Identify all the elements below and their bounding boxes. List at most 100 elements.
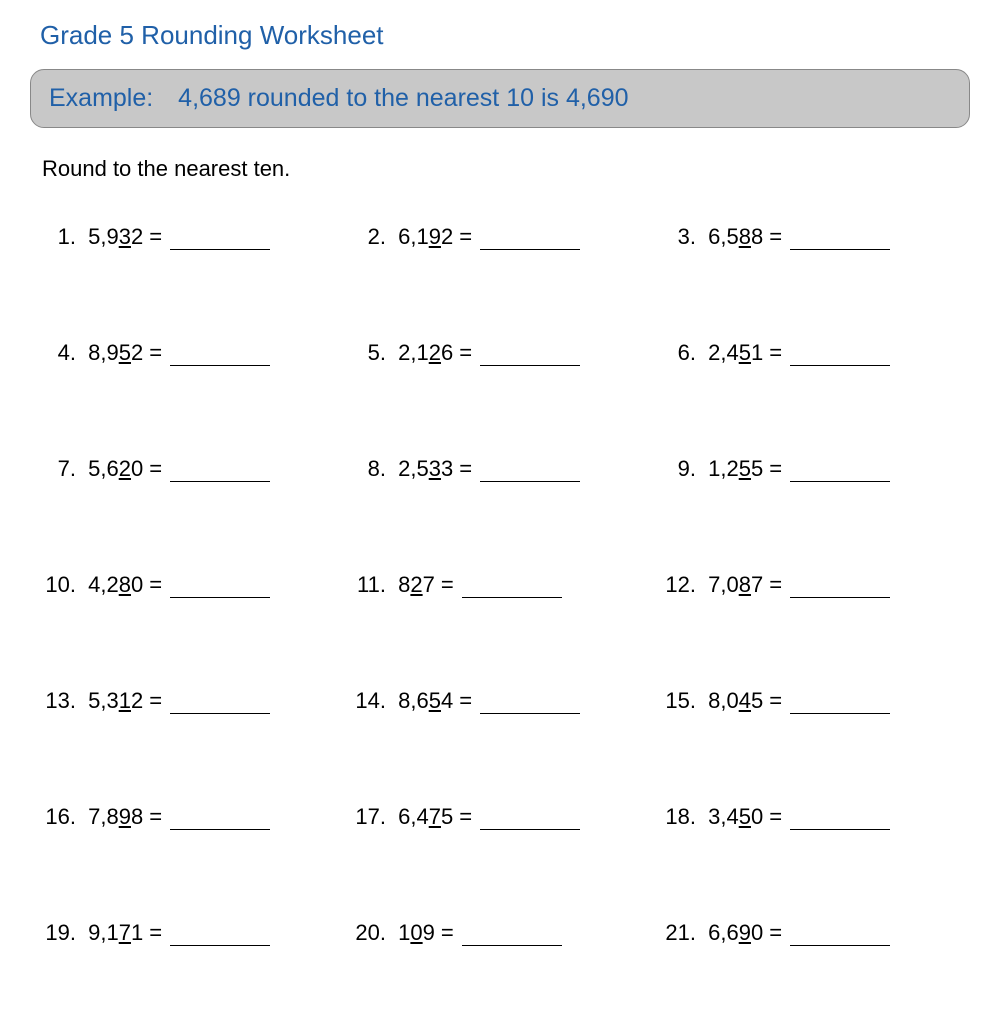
problem-value: 6,192 [398,224,453,250]
equals-sign: = [769,340,782,366]
problem-item: 9. 1,255 = [660,456,960,482]
problem-value: 2,451 [708,340,763,366]
problem-item: 10. 4,280 = [40,572,340,598]
problem-item: 18. 3,450 = [660,804,960,830]
answer-blank[interactable] [790,578,890,598]
answer-blank[interactable] [170,694,270,714]
answer-blank[interactable] [170,578,270,598]
worksheet-title: Grade 5 Rounding Worksheet [40,20,970,51]
equals-sign: = [149,572,162,598]
problem-value: 6,690 [708,920,763,946]
equals-sign: = [459,804,472,830]
equals-sign: = [459,456,472,482]
problem-number: 4. [40,340,76,366]
problem-value: 7,898 [88,804,143,830]
answer-blank[interactable] [790,346,890,366]
problem-number: 13. [40,688,76,714]
problem-value: 3,450 [708,804,763,830]
answer-blank[interactable] [790,810,890,830]
problem-item: 13. 5,312 = [40,688,340,714]
problem-item: 2. 6,192 = [350,224,650,250]
equals-sign: = [149,456,162,482]
answer-blank[interactable] [790,462,890,482]
answer-blank[interactable] [170,230,270,250]
problem-number: 8. [350,456,386,482]
problem-value: 5,932 [88,224,143,250]
problem-value: 8,654 [398,688,453,714]
answer-blank[interactable] [170,926,270,946]
answer-blank[interactable] [480,462,580,482]
answer-blank[interactable] [480,810,580,830]
problem-number: 3. [660,224,696,250]
answer-blank[interactable] [790,230,890,250]
problem-number: 7. [40,456,76,482]
problem-item: 8. 2,533 = [350,456,650,482]
problem-item: 16. 7,898 = [40,804,340,830]
problem-item: 4. 8,952 = [40,340,340,366]
problem-item: 17. 6,475 = [350,804,650,830]
problem-item: 5. 2,126 = [350,340,650,366]
problem-number: 5. [350,340,386,366]
problem-number: 18. [660,804,696,830]
answer-blank[interactable] [790,694,890,714]
answer-blank[interactable] [480,694,580,714]
answer-blank[interactable] [170,462,270,482]
problem-number: 11. [350,572,386,598]
equals-sign: = [769,804,782,830]
problem-item: 11. 827 = [350,572,650,598]
problem-number: 17. [350,804,386,830]
problem-number: 15. [660,688,696,714]
problem-number: 20. [350,920,386,946]
problem-value: 7,087 [708,572,763,598]
problem-item: 6. 2,451 = [660,340,960,366]
equals-sign: = [149,340,162,366]
problem-value: 4,280 [88,572,143,598]
problem-item: 3. 6,588 = [660,224,960,250]
problem-item: 7. 5,620 = [40,456,340,482]
problem-value: 5,312 [88,688,143,714]
example-box: Example: 4,689 rounded to the nearest 10… [30,69,970,128]
example-text: 4,689 rounded to the nearest 10 is 4,690 [178,84,628,112]
problem-item: 15. 8,045 = [660,688,960,714]
problem-value: 8,045 [708,688,763,714]
answer-blank[interactable] [462,926,562,946]
equals-sign: = [459,224,472,250]
problem-item: 19. 9,171 = [40,920,340,946]
answer-blank[interactable] [170,810,270,830]
equals-sign: = [441,920,454,946]
problem-value: 8,952 [88,340,143,366]
equals-sign: = [769,688,782,714]
problem-number: 21. [660,920,696,946]
answer-blank[interactable] [480,346,580,366]
problem-value: 2,533 [398,456,453,482]
worksheet-page: Grade 5 Rounding Worksheet Example: 4,68… [0,0,1000,986]
answer-blank[interactable] [462,578,562,598]
equals-sign: = [459,340,472,366]
problem-value: 9,171 [88,920,143,946]
problem-item: 1. 5,932 = [40,224,340,250]
problem-value: 109 [398,920,435,946]
problem-item: 14. 8,654 = [350,688,650,714]
equals-sign: = [149,920,162,946]
instruction-text: Round to the nearest ten. [42,156,970,182]
problem-number: 14. [350,688,386,714]
problem-number: 2. [350,224,386,250]
example-label: Example: [49,84,153,112]
answer-blank[interactable] [790,926,890,946]
equals-sign: = [769,920,782,946]
problem-value: 2,126 [398,340,453,366]
problem-number: 9. [660,456,696,482]
equals-sign: = [769,572,782,598]
problem-grid: 1. 5,932 = 2. 6,192 = 3. 6,588 = 4. 8,95… [30,224,970,946]
answer-blank[interactable] [480,230,580,250]
problem-item: 20. 109 = [350,920,650,946]
problem-value: 6,588 [708,224,763,250]
problem-value: 827 [398,572,435,598]
problem-value: 6,475 [398,804,453,830]
problem-value: 1,255 [708,456,763,482]
problem-number: 19. [40,920,76,946]
problem-item: 21. 6,690 = [660,920,960,946]
equals-sign: = [149,804,162,830]
answer-blank[interactable] [170,346,270,366]
problem-value: 5,620 [88,456,143,482]
